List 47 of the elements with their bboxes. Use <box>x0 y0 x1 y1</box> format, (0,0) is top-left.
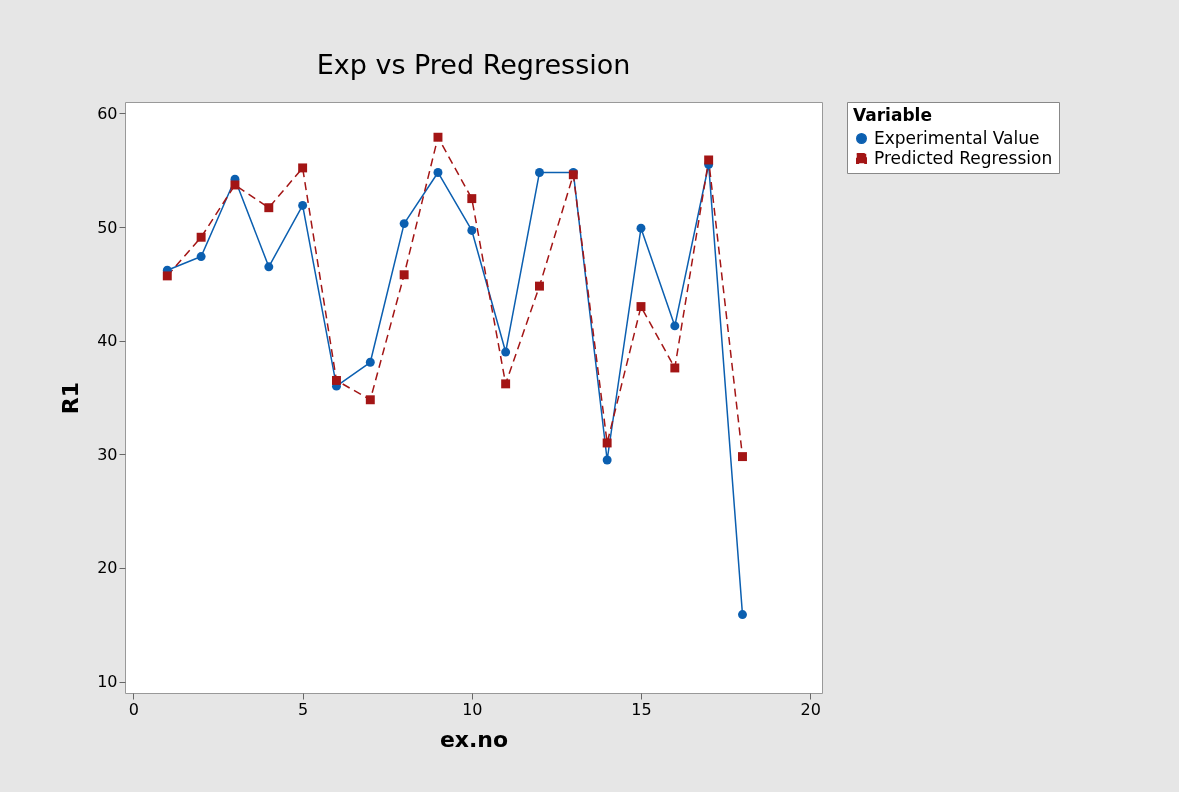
point <box>670 321 680 331</box>
point <box>467 194 477 204</box>
chart-title: Exp vs Pred Regression <box>316 48 631 80</box>
point <box>433 132 443 142</box>
x-axis-title: ex.no <box>439 726 509 752</box>
legend-label: Experimental Value <box>874 127 1040 148</box>
point <box>230 180 240 190</box>
y-tick-label: 50 <box>97 217 118 237</box>
point <box>433 168 443 177</box>
point <box>636 223 646 233</box>
x-tick-label: 0 <box>128 699 140 719</box>
y-tick-label: 10 <box>97 672 118 692</box>
point <box>162 271 172 281</box>
x-tick-label: 15 <box>631 699 652 719</box>
y-axis-title: R1 <box>58 381 84 415</box>
point <box>298 163 308 173</box>
x-tick-label: 20 <box>800 699 821 719</box>
point <box>196 252 206 262</box>
point <box>602 438 612 448</box>
point <box>196 232 206 242</box>
y-tick-label: 20 <box>97 558 118 578</box>
point <box>501 379 511 389</box>
point <box>501 347 511 357</box>
point <box>670 363 680 373</box>
point <box>399 219 409 229</box>
y-tick-label: 30 <box>97 444 118 464</box>
y-tick-label: 40 <box>97 331 118 351</box>
point <box>365 357 375 367</box>
point <box>602 455 612 465</box>
point <box>704 155 714 165</box>
point <box>332 375 341 385</box>
legend-label: Predicted Regression <box>874 147 1053 168</box>
point <box>264 262 274 272</box>
y-tick-label: 60 <box>97 103 118 123</box>
point <box>535 281 544 291</box>
point <box>264 203 274 213</box>
legend-title: Variable <box>853 105 932 125</box>
point <box>365 395 375 405</box>
x-tick-label: 10 <box>462 699 483 719</box>
point <box>738 610 747 620</box>
point <box>636 302 646 312</box>
point <box>738 452 747 462</box>
point <box>467 225 477 235</box>
point <box>535 168 544 177</box>
point <box>399 270 409 280</box>
point <box>298 200 308 210</box>
x-tick-label: 5 <box>298 699 309 719</box>
